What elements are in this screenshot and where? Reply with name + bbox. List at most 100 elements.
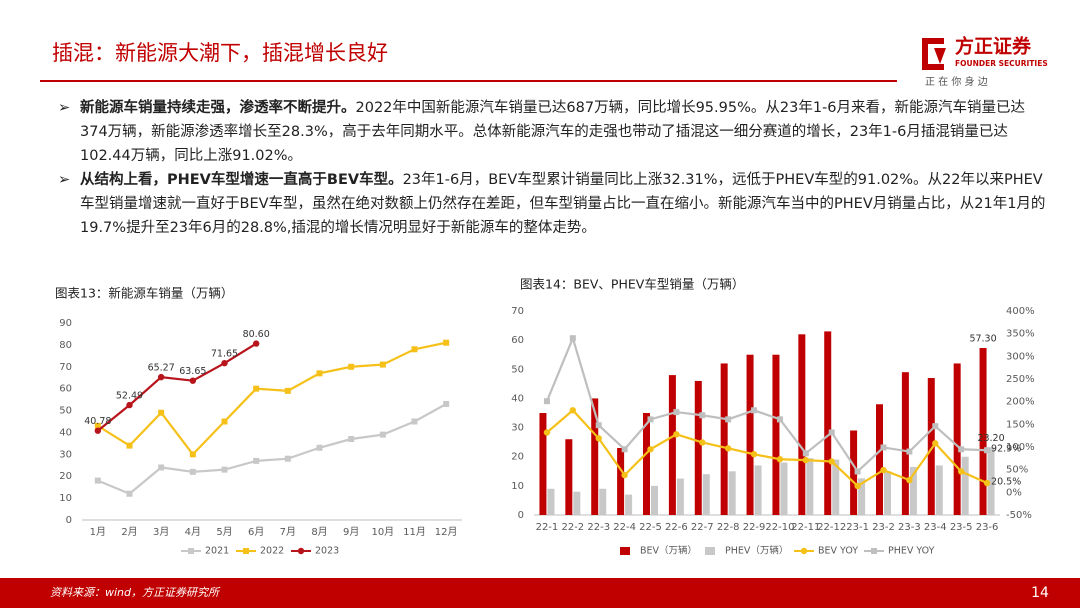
point: [379, 431, 386, 438]
point: [379, 361, 386, 368]
bar: [651, 485, 658, 515]
value-label: 63.65: [179, 366, 206, 377]
value-label: 23.20: [977, 433, 1004, 444]
tick-label: 40: [59, 427, 72, 438]
point: [348, 363, 355, 370]
tick-label: 10: [59, 493, 72, 504]
bar: [858, 478, 866, 515]
point: [543, 429, 551, 436]
bullet: 新能源车销量持续走强，渗透率不断提升。2022年中国新能源汽车销量已达687万辆…: [58, 96, 1048, 168]
x-tick-label: 22-2: [561, 522, 584, 533]
bar: [754, 465, 762, 515]
tick-label: 40: [511, 393, 524, 404]
point: [284, 387, 291, 394]
value-label: 71.65: [211, 349, 238, 360]
x-tick-label: 22-1: [536, 522, 559, 533]
point: [94, 422, 101, 429]
bar: [979, 348, 987, 515]
bar: [901, 372, 909, 515]
point: [906, 476, 913, 484]
x-tick-label: 5月: [216, 526, 232, 538]
point: [751, 407, 758, 414]
point: [253, 385, 260, 392]
bar: [746, 354, 754, 515]
point: [126, 442, 133, 449]
logo-en: FOUNDER SECURITIES: [955, 59, 1048, 68]
slogan: 正 在 你 身 边: [925, 75, 988, 88]
bar: [728, 471, 736, 515]
x-tick-label: 6月: [248, 526, 264, 538]
tick-label: 0: [518, 510, 524, 521]
point: [957, 468, 965, 475]
x-tick-label: 9月: [343, 526, 359, 538]
tick-label: -50%: [1006, 510, 1032, 521]
tick-label: 250%: [1006, 374, 1035, 385]
x-tick-label: 22-11: [791, 522, 820, 533]
x-tick-label: 23-4: [924, 522, 947, 533]
point: [94, 477, 101, 484]
point: [673, 431, 680, 438]
bar: [643, 413, 650, 515]
bar: [832, 459, 840, 515]
point: [750, 451, 758, 458]
bullet-text: 23年1-6月，BEV车型累计销量同比上涨32.31%，远低于PHEV车型的91…: [80, 172, 1046, 236]
point: [983, 479, 991, 487]
point: [94, 427, 102, 434]
point: [724, 445, 732, 452]
point: [443, 400, 450, 407]
point: [595, 435, 602, 442]
bullet-lead: 从结构上看，PHEV车型增速一直高于BEV车型。: [80, 172, 403, 188]
legend-swatch: [705, 547, 715, 555]
line: [97, 342, 257, 432]
source: 资料来源：wind，方正证券研究所: [50, 586, 221, 599]
legend-label: PHEV YOY: [888, 546, 935, 557]
bar: [668, 375, 676, 515]
bar: [780, 462, 788, 515]
x-tick-label: 22-7: [691, 522, 714, 533]
tick-label: 20: [511, 452, 524, 463]
x-tick-label: 22-12: [817, 522, 846, 533]
bar: [565, 439, 573, 515]
x-tick-label: 3月: [153, 526, 169, 538]
legend-label: BEV（万辆）: [640, 545, 697, 557]
tick-label: 300%: [1006, 351, 1035, 362]
point: [569, 407, 577, 414]
logo-icon: [922, 38, 946, 70]
x-tick-label: 22-9: [743, 522, 766, 533]
page-number: 14: [1031, 585, 1049, 601]
point: [316, 444, 323, 451]
bullet-text: 2022年中国新能源汽车销量已达687万辆，同比增长95.95%。从23年1-6…: [80, 100, 1025, 164]
value-label: 52.49: [116, 391, 143, 402]
point: [252, 340, 260, 347]
bar: [617, 447, 625, 515]
bar: [824, 331, 832, 515]
point: [621, 446, 628, 453]
point: [443, 339, 450, 346]
line: [97, 403, 447, 496]
point: [802, 450, 809, 457]
point: [802, 456, 810, 464]
bar: [539, 413, 547, 515]
bar: [798, 334, 806, 515]
bullets: 新能源车销量持续走强，渗透率不断提升。2022年中国新能源汽车销量已达687万辆…: [58, 96, 1048, 240]
point: [776, 456, 784, 463]
tick-label: 80: [59, 340, 72, 351]
tick-label: 350%: [1006, 329, 1035, 340]
point: [647, 446, 654, 453]
tick-label: 0%: [1006, 487, 1022, 498]
point: [158, 409, 165, 416]
point: [621, 471, 628, 479]
tick-label: 20: [59, 471, 72, 482]
legend-label: 2021: [205, 546, 229, 557]
tick-label: 50: [59, 406, 72, 417]
bar: [720, 363, 728, 515]
point: [348, 436, 355, 443]
point: [906, 448, 913, 455]
bar: [599, 488, 607, 515]
x-tick-label: 23-5: [950, 522, 973, 533]
point: [569, 335, 576, 342]
point: [411, 418, 418, 425]
chart-title: 图表14：BEV、PHEV车型销量（万辆）: [520, 277, 744, 292]
